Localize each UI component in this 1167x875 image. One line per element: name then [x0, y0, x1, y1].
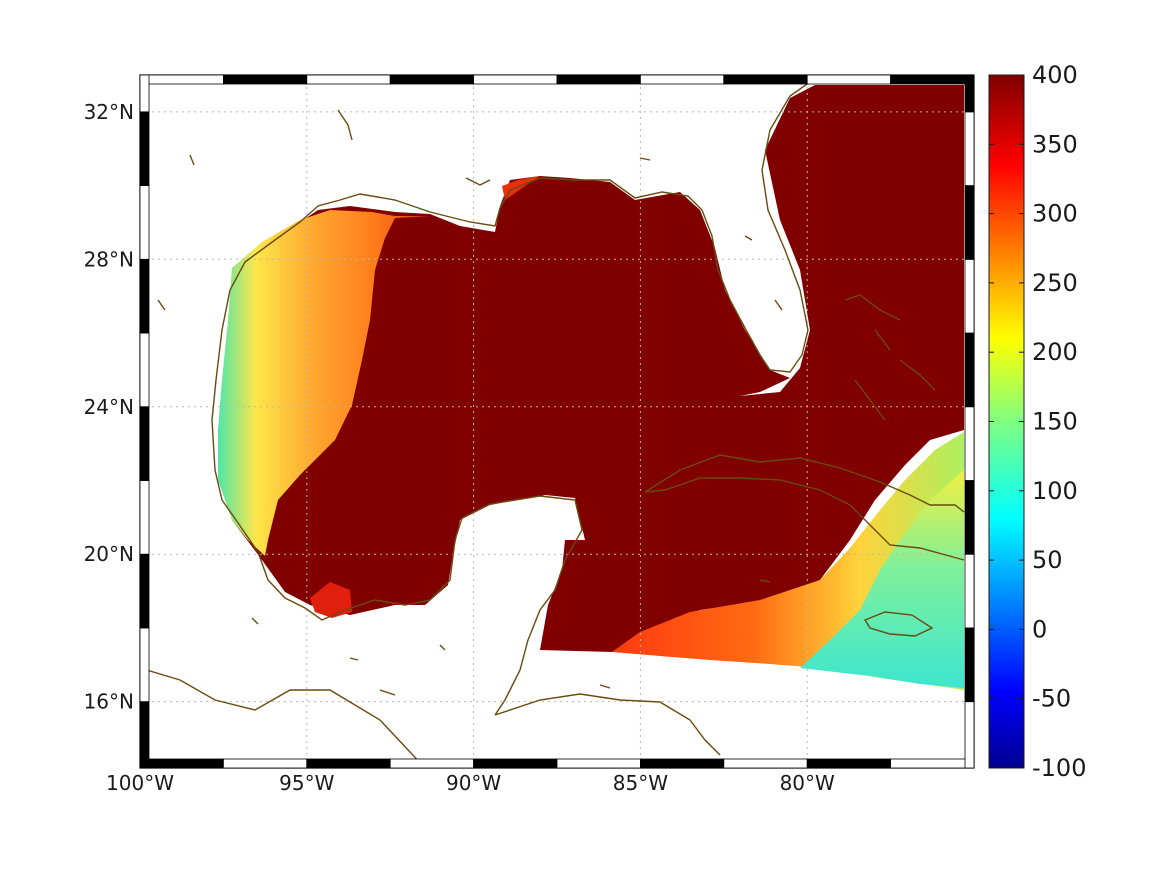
latitude-tick-label: 32°N	[84, 100, 134, 124]
frame-segment-top	[139, 74, 224, 85]
colorbar-gradient	[988, 74, 1025, 769]
latitude-tick-label: 24°N	[84, 395, 134, 419]
field-high-region	[220, 85, 964, 652]
colorbar-tick-label: 200	[1032, 338, 1078, 366]
frame-segment-bottom	[389, 758, 475, 769]
colorbar: 400 350 300 250 200 150 100 50 0 -50 -100	[988, 61, 1086, 782]
longitude-labels: 100°W 95°W 90°W 85°W 80°W	[106, 771, 835, 795]
frame-segment-bottom	[139, 758, 224, 769]
coastline-jamaica	[863, 611, 934, 637]
frame-segment-bottom	[890, 758, 975, 769]
latitude-labels: 32°N 28°N 24°N 20°N 16°N	[84, 100, 134, 714]
longitude-tick-label: 100°W	[106, 771, 174, 795]
map-frame	[139, 74, 975, 769]
frame-segment-top	[640, 74, 725, 85]
colorbar-tick-label: 400	[1032, 61, 1078, 89]
coastlines	[140, 75, 965, 768]
frame-segment-top	[306, 74, 391, 85]
colorbar-tick-label: -100	[1032, 754, 1086, 782]
map-content	[140, 75, 974, 768]
latitude-tick-label: 28°N	[84, 247, 134, 271]
longitude-tick-label: 85°W	[613, 771, 668, 795]
frame-segment-bottom	[473, 758, 558, 769]
field-west-shelf	[218, 210, 430, 556]
frame-segment-top	[556, 74, 641, 85]
frame-segment-top	[806, 74, 892, 85]
frame-segment-right	[964, 185, 975, 260]
frame-segment-right	[964, 332, 975, 408]
graticule	[140, 75, 974, 768]
frame-segment-right	[964, 74, 975, 113]
frame-segment-bottom	[306, 758, 391, 769]
frame-segment-bottom	[556, 758, 641, 769]
colorbar-tick-label: 100	[1032, 477, 1078, 505]
coastline-gulf-north	[140, 75, 821, 768]
colorbar-tick-label: 0	[1032, 615, 1047, 643]
latitude-tick-label: 16°N	[84, 690, 134, 714]
frame-segment-bottom	[222, 758, 308, 769]
frame-segment-top	[473, 74, 558, 85]
frame-segment-left	[139, 406, 150, 481]
frame-segment-right	[964, 111, 975, 186]
frame-segment-top	[222, 74, 308, 85]
coastline-cuba	[644, 454, 965, 561]
field-campeche-patch	[310, 582, 352, 618]
frame-segment-right	[964, 701, 975, 769]
frame-segment-left	[139, 74, 150, 113]
frame-segment-right	[964, 627, 975, 703]
longitude-tick-label: 95°W	[279, 771, 334, 795]
frame-segment-right	[964, 480, 975, 555]
longitude-tick-label: 90°W	[446, 771, 501, 795]
colorbar-ticks: 400 350 300 250 200 150 100 50 0 -50 -100	[989, 61, 1086, 782]
frame-segment-left	[139, 480, 150, 555]
frame-segment-left	[139, 701, 150, 769]
longitude-tick-label: 80°W	[780, 771, 835, 795]
coastline-islands	[157, 109, 783, 696]
coastline-mexico-yucatan	[257, 495, 583, 716]
frame-segment-bottom	[723, 758, 808, 769]
colorbar-tick-label: 50	[1032, 546, 1063, 574]
frame-segment-left	[139, 185, 150, 260]
frame-segment-right	[964, 258, 975, 334]
frame-segment-left	[139, 627, 150, 703]
colorbar-tick-label: 150	[1032, 408, 1078, 436]
colorbar-tick-label: 250	[1032, 269, 1078, 297]
frame-segment-left	[139, 111, 150, 186]
frame-segment-left	[139, 332, 150, 408]
frame-segment-top	[389, 74, 475, 85]
frame-segment-top	[723, 74, 808, 85]
frame-segment-right	[964, 406, 975, 481]
frame-segment-right	[964, 553, 975, 629]
frame-segment-bottom	[806, 758, 892, 769]
colorbar-tick-label: 350	[1032, 130, 1078, 158]
colorbar-tick-label: -50	[1032, 685, 1071, 713]
coastline-bahamas	[844, 294, 936, 421]
coastline-central-america	[494, 693, 721, 756]
latitude-tick-label: 20°N	[84, 542, 134, 566]
colorbar-tick-label: 300	[1032, 200, 1078, 228]
frame-segment-top	[890, 74, 975, 85]
frame-segment-left	[139, 553, 150, 629]
frame-segment-bottom	[640, 758, 725, 769]
frame-segment-left	[139, 258, 150, 334]
field-jamaica-zone	[800, 470, 964, 688]
